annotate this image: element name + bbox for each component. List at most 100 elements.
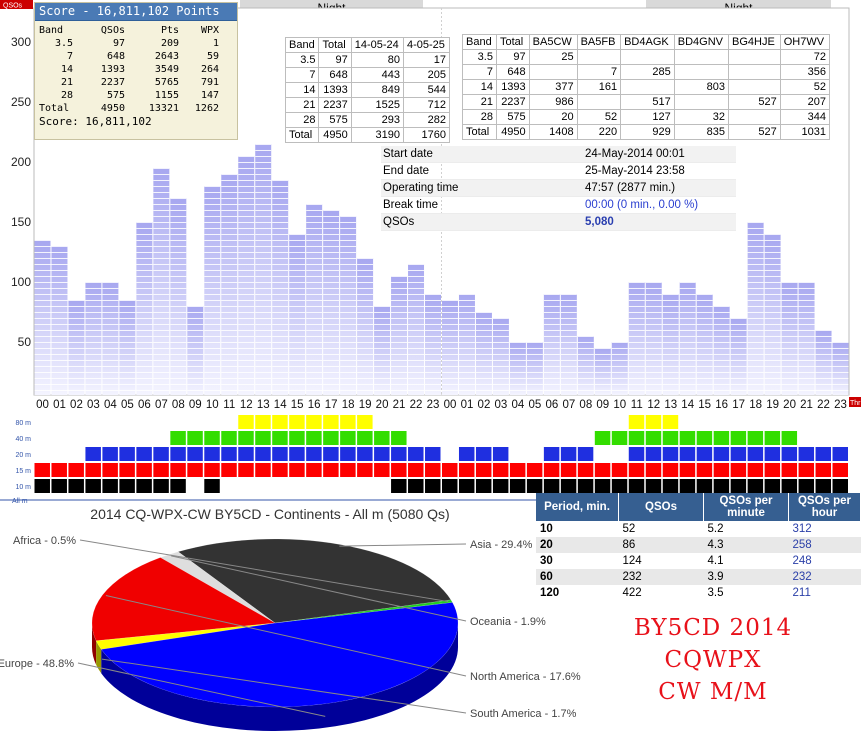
score-cell: 21 — [60, 77, 73, 88]
table-cell: 258 — [788, 537, 861, 553]
band-cell — [306, 463, 322, 477]
info-value: 00:00 (0 min., 0.00 %) — [585, 199, 699, 211]
table-cell — [728, 79, 781, 95]
band-cell — [560, 447, 577, 461]
band-cell — [747, 463, 764, 477]
bar-stripes — [442, 300, 458, 395]
band-cell — [594, 479, 611, 493]
column-header: Period, min. — [536, 493, 619, 521]
score-col-qsos: QSOs — [100, 25, 125, 36]
pie-label-north-america: North America - 17.6% — [470, 671, 581, 683]
band-cell — [187, 447, 203, 461]
table-cell: 575 — [495, 109, 530, 125]
score-cell: 147 — [200, 90, 219, 101]
x-tick-label: 00 — [36, 399, 49, 411]
table-cell: 377 — [528, 79, 578, 95]
continents-pie-chart: Asia - 29.4% Oceania - 1.9% North America … — [0, 535, 581, 731]
band-cell — [492, 463, 509, 477]
x-tick-label: 12 — [240, 399, 253, 411]
table-cell: 2237 — [318, 97, 352, 113]
table-cell: 7 — [284, 67, 320, 83]
band-cell — [289, 447, 305, 461]
band-cell — [713, 463, 730, 477]
table-cell: 86 — [618, 537, 704, 553]
band-cell — [306, 431, 322, 445]
x-tick-label: 05 — [528, 399, 541, 411]
score-cell: 5765 — [154, 77, 179, 88]
band-cell — [323, 447, 339, 461]
info-key: Start date — [383, 148, 433, 160]
band-cell — [238, 415, 254, 429]
band-cell — [832, 479, 848, 493]
pie-leader-line — [79, 539, 449, 603]
bar-stripes — [391, 276, 408, 395]
x-tick-label: 23 — [834, 399, 847, 411]
x-tick-label: 09 — [189, 399, 202, 411]
band-cell — [170, 479, 186, 493]
band-cell — [153, 447, 169, 461]
table-row: 28 575 20 52 127 32 344 — [462, 109, 831, 125]
bar-stripes — [747, 222, 764, 395]
bar-stripes — [51, 246, 68, 395]
band-cell — [628, 431, 645, 445]
score-cell: 1 — [212, 38, 219, 49]
band-cell — [509, 479, 526, 493]
score-cell: 28 — [60, 90, 73, 101]
table-cell: 120 — [540, 587, 560, 599]
y-axis-title: QSOs — [3, 3, 23, 10]
x-tick-label: 20 — [376, 399, 389, 411]
band-cell — [611, 431, 628, 445]
info-key: End date — [383, 165, 430, 177]
band-cell — [781, 431, 798, 445]
info-value: 25-May-2014 23:58 — [585, 165, 685, 177]
column-header: QSOs per hour — [788, 493, 861, 521]
score-cell: 59 — [206, 51, 219, 62]
band-cell — [68, 479, 84, 493]
band-cell — [408, 479, 424, 493]
band-cell — [560, 463, 577, 477]
table-cell: 293 — [350, 112, 404, 128]
band-activity-grid: 80 m 40 m 20 m 15 m 10 m All m — [0, 415, 861, 505]
band-cell — [51, 463, 67, 477]
table-cell: 422 — [622, 587, 642, 599]
score-row: 7 648 2643 59 — [35, 50, 223, 63]
band-cell — [323, 431, 339, 445]
score-cell: 209 — [160, 38, 179, 49]
table-cell: 544 — [402, 82, 451, 98]
x-tick-label: 13 — [664, 399, 677, 411]
band-cell — [119, 479, 135, 493]
pie-leader-line — [339, 543, 467, 547]
column-header: Band — [462, 34, 497, 50]
band-cell — [85, 479, 101, 493]
score-cell: 648 — [106, 51, 125, 62]
x-tick-label: 13 — [257, 399, 270, 411]
pie-leader-line — [171, 555, 467, 622]
bar-stripes — [221, 174, 238, 395]
bar-stripes — [102, 282, 119, 395]
table-cell: 14 — [462, 79, 497, 95]
band-cell — [577, 447, 594, 461]
band-cell — [68, 463, 84, 477]
table-cell: 282 — [402, 112, 451, 128]
table-cell: 30 — [540, 555, 553, 567]
pie-slice-europe — [100, 602, 459, 708]
bar-stripes — [408, 264, 425, 395]
table-row: Total 4950 1408 220 929 835 527 1031 — [462, 124, 831, 140]
band-cell — [730, 447, 747, 461]
table-cell — [728, 64, 781, 80]
x-tick-label: 07 — [562, 399, 575, 411]
bar-stripes — [357, 258, 374, 395]
table-row: 21 2237 986 517 527 207 — [462, 94, 831, 110]
x-tick-label: 16 — [715, 399, 728, 411]
band-cell — [832, 447, 848, 461]
band-cell — [662, 447, 679, 461]
x-tick-label: 21 — [800, 399, 813, 411]
band-cell — [730, 479, 747, 493]
table-cell: 648 — [318, 67, 352, 83]
bar-stripes — [34, 240, 51, 395]
band-cell — [645, 463, 662, 477]
x-tick-label: 01 — [461, 399, 474, 411]
band-cell — [187, 431, 203, 445]
band-cell — [662, 463, 679, 477]
